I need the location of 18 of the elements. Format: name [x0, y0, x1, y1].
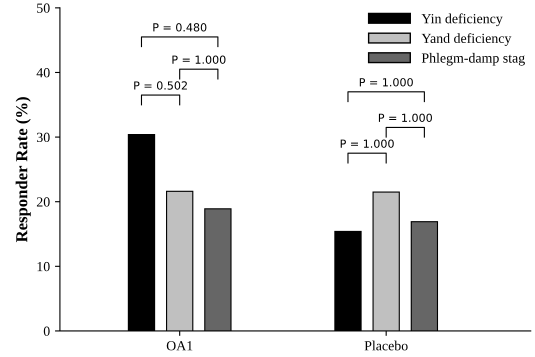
y-tick-label: 10 — [38, 262, 50, 272]
y-axis-title: Responder Rate (%) — [16, 97, 31, 242]
y-tick-label: 20 — [36, 197, 50, 207]
legend-label: Yin deficiency — [422, 13, 503, 26]
y-tick-label: 40 — [36, 68, 50, 78]
annotation: P = 1.000 — [360, 78, 413, 86]
legend-label: Phlegm-damp stag — [422, 52, 525, 66]
annotation: P = 1.000 — [172, 55, 226, 64]
annotation: P = 0.480 — [153, 23, 206, 32]
y-tick-label: 30 — [36, 132, 50, 142]
y-tick-label: 50 — [37, 3, 50, 13]
annotation: P = 1.000 — [378, 114, 432, 122]
annotation: P = 1.000 — [340, 139, 394, 148]
annotation: P = 0.502 — [134, 81, 187, 90]
x-tick-label: OA1 — [166, 341, 192, 350]
x-tick-label: Placebo — [364, 340, 408, 350]
legend-label: Yand deficiency — [422, 33, 512, 46]
y-tick-label: 0 — [44, 326, 50, 336]
